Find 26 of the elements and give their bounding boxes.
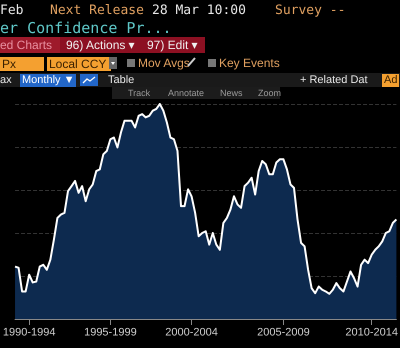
chart-title: er Confidence Pr... [0, 19, 172, 37]
text: Track [128, 88, 150, 98]
text: 96) Actions ▾ [66, 38, 135, 52]
x-tick-label: 2005-2009 [257, 326, 310, 338]
text: Monthly ▼ [20, 74, 76, 87]
x-tick-label: 1995-1999 [84, 326, 137, 338]
text: Ad [382, 74, 400, 87]
text: ed Charts [0, 38, 52, 52]
text: News [220, 88, 243, 98]
text: Mov Avgs [138, 56, 190, 70]
text: Local CCY [47, 57, 111, 71]
text: 28 Mar 10:00 [152, 3, 246, 18]
text: Feb [0, 3, 24, 18]
text: Key Events [219, 56, 280, 70]
text: Table [108, 74, 134, 86]
text: Next Release [50, 3, 144, 18]
text: Survey -- [275, 3, 346, 18]
x-tick-label: 1990-1994 [2, 326, 56, 338]
x-tick-label: 2010-2014 [345, 326, 398, 338]
x-tick-label: 2000-2004 [165, 326, 218, 338]
text: Px [0, 57, 44, 71]
text: Annotate [168, 88, 204, 98]
text: + Related Dat [300, 74, 368, 86]
text: Zoom [258, 88, 282, 98]
text: 97) Edit ▾ [147, 38, 198, 52]
text: ax [0, 74, 12, 86]
